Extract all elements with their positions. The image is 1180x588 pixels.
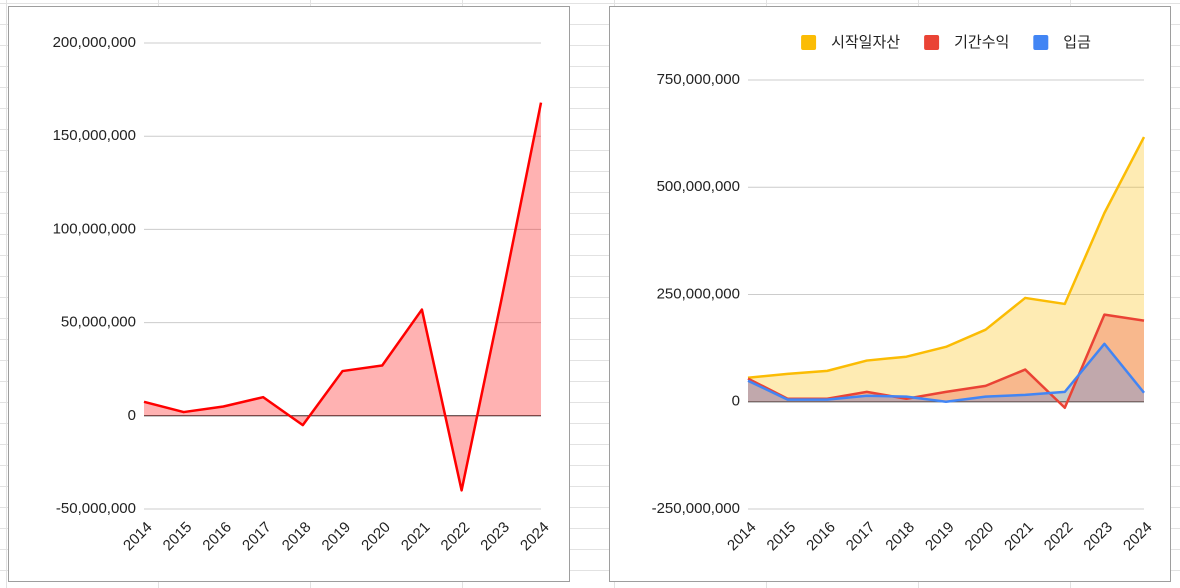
y-tick-label: 50,000,000 bbox=[61, 314, 136, 331]
legend-swatch bbox=[1033, 35, 1049, 50]
y-tick-label: 0 bbox=[128, 407, 136, 424]
area-line bbox=[143, 102, 543, 492]
area-fill bbox=[144, 102, 541, 491]
legend-label: 시작일자산 bbox=[831, 34, 900, 51]
y-tick-label: 250,000,000 bbox=[657, 285, 740, 302]
legend-swatch bbox=[801, 35, 817, 50]
legend-label: 입금 bbox=[1063, 34, 1091, 51]
area-line bbox=[747, 136, 1146, 379]
chart-panel bbox=[8, 6, 570, 582]
area-fill bbox=[748, 314, 1144, 408]
y-tick-label: 500,000,000 bbox=[657, 178, 740, 195]
y-tick-label: 150,000,000 bbox=[53, 127, 136, 144]
y-tick-label: 750,000,000 bbox=[657, 71, 740, 88]
legend-swatch bbox=[924, 35, 940, 50]
legend-label: 기간수익 bbox=[954, 34, 1009, 51]
y-tick-label: -50,000,000 bbox=[56, 500, 136, 517]
area-fill bbox=[748, 137, 1144, 402]
area-fill bbox=[748, 343, 1144, 402]
area-line bbox=[747, 342, 1145, 403]
y-tick-label: -250,000,000 bbox=[652, 500, 740, 517]
y-tick-label: 100,000,000 bbox=[53, 220, 136, 237]
y-tick-label: 200,000,000 bbox=[53, 34, 136, 51]
y-tick-label: 0 bbox=[732, 393, 740, 410]
